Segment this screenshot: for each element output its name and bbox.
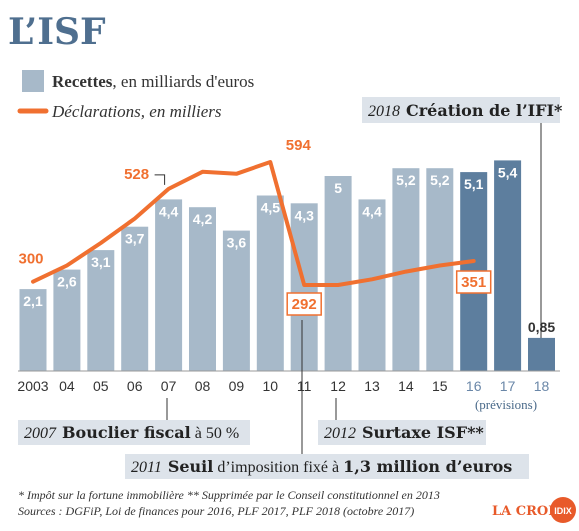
line-value-label-07-pointer (154, 174, 166, 185)
bar-06 (121, 226, 149, 371)
annotation-bouclier-box (18, 420, 250, 445)
x-tick-07: 07 (161, 378, 177, 394)
annotation-surtaxe: 2012 Surtaxe ISF** (318, 398, 486, 445)
annotation-bouclier-rest: à 50 % (191, 425, 239, 442)
bar-value-label-15: 5,2 (430, 172, 450, 188)
bar-11 (290, 203, 318, 371)
annotation-seuil-bold2: 1,3 million d’euros (343, 457, 512, 476)
x-axis-ticks: 2003 04 05 06 07 08 09 10 11 12 13 14 15 16 17 18 (17, 378, 549, 394)
annotation-ifi-text: 2018 Création de l’IFI* (368, 101, 563, 120)
bar-13 (358, 199, 386, 371)
bar-05 (87, 250, 115, 371)
bar-value-label-04: 2,6 (57, 274, 77, 290)
logo-badge-icon (550, 497, 576, 523)
legend-bars-bold: Recettes (52, 72, 113, 91)
bar-value-label-16: 5,1 (464, 176, 484, 192)
line-value-label-16-box (455, 270, 492, 294)
bar-value-label-05: 3,1 (91, 254, 111, 270)
bar-value-label-13: 4,4 (362, 203, 382, 219)
annotation-ifi-box (362, 97, 560, 123)
bar-value-label-09: 3,6 (227, 235, 247, 251)
x-tick-18: 18 (534, 378, 550, 394)
bar-value-label-10: 4,5 (261, 200, 281, 216)
legend-bars-rest: , en milliards d'euros (112, 72, 254, 91)
x-tick-16: 16 (466, 378, 482, 394)
x-tick-2003: 2003 (17, 378, 48, 394)
annotation-seuil-text: 2011 Seuil d’imposition fixé à 1,3 millio… (131, 457, 512, 476)
annotation-seuil-mid: d’imposition fixé à (213, 459, 343, 476)
bar-value-label-2003: 2,1 (23, 293, 43, 309)
bar-value-label-18: 0,85 (528, 319, 555, 335)
bar-value-label-06: 3,7 (125, 231, 145, 247)
x-tick-05: 05 (93, 378, 109, 394)
annotation-surtaxe-bold: Surtaxe ISF** (362, 423, 484, 442)
projection-note: (prévisions) (475, 397, 537, 412)
x-tick-12: 12 (330, 378, 346, 394)
annotation-seuil-year: 2011 (131, 459, 162, 476)
line-value-label-11: 292 (292, 296, 317, 313)
legend: Recettes, en milliards d'euros Déclarati… (17, 70, 254, 121)
line-value-label-10: 594 (286, 137, 312, 154)
bar-value-label-12: 5 (334, 180, 342, 196)
x-tick-15: 15 (432, 378, 448, 394)
bar-17 (494, 160, 522, 371)
x-tick-09: 09 (229, 378, 245, 394)
line-group: 300 528 594 292 351 (18, 137, 492, 316)
x-tick-11: 11 (297, 378, 312, 394)
bar-2003 (19, 289, 47, 371)
footnote-line1: * Impôt sur la fortune immobilière ** Su… (18, 488, 440, 502)
footnote-line2: Sources : DGFiP, Loi de finances pour 20… (18, 504, 414, 518)
bar-07 (155, 199, 183, 371)
line-value-label-07: 528 (124, 166, 149, 183)
bar-08 (189, 207, 216, 371)
line-value-label-2003: 300 (18, 251, 43, 268)
bar-value-label-08: 4,2 (193, 211, 213, 227)
bar-value-label-07: 4,4 (159, 203, 179, 219)
bars-group: 2,1 2,6 3,1 3,7 4,4 4,2 3,6 4,5 4,3 5 4,4 5,2 5,2 5,1… (19, 160, 555, 371)
annotation-seuil-bold1: Seuil (168, 457, 214, 476)
bar-04 (53, 269, 81, 371)
line-value-label-16: 351 (461, 274, 486, 291)
bar-10 (256, 195, 284, 371)
x-tick-04: 04 (59, 378, 75, 394)
x-tick-14: 14 (398, 378, 414, 394)
bar-18 (528, 337, 555, 371)
annotation-ifi-year: 2018 (368, 103, 400, 120)
bar-15 (426, 168, 454, 371)
annotation-seuil-box (125, 454, 529, 479)
legend-bars-swatch (22, 70, 44, 92)
bar-12 (324, 176, 352, 371)
legend-line-label: Déclarations, en milliers (51, 102, 222, 121)
annotation-bouclier: 2007 Bouclier fiscal à 50 % (18, 398, 250, 445)
annotation-bouclier-text: 2007 Bouclier fiscal à 50 % (24, 423, 239, 442)
x-tick-06: 06 (127, 378, 143, 394)
annotation-bouclier-year: 2007 (24, 425, 57, 442)
bar-value-label-17: 5,4 (498, 164, 518, 180)
annotation-surtaxe-box (318, 420, 486, 445)
annotation-surtaxe-text: 2012 Surtaxe ISF** (324, 423, 484, 442)
annotation-seuil: 2011 Seuil d’imposition fixé à 1,3 millio… (125, 320, 529, 479)
chart-title: L’ISF (8, 11, 106, 53)
x-tick-17: 17 (500, 378, 516, 394)
la-croix-logo: LA CROIX IDIX (492, 497, 576, 523)
x-tick-13: 13 (364, 378, 380, 394)
logo-badge-text: IDIX (554, 506, 572, 516)
declarations-line (31, 160, 476, 287)
bar-09 (222, 230, 250, 371)
annotation-ifi-label: Création de l’IFI* (406, 101, 563, 120)
logo-text: LA CROIX (492, 504, 565, 519)
line-value-label-11-box (286, 292, 322, 316)
bar-value-label-14: 5,2 (396, 172, 416, 188)
annotation-surtaxe-year: 2012 (324, 425, 356, 442)
bar-value-label-11: 4,3 (294, 207, 314, 223)
x-tick-10: 10 (263, 378, 279, 394)
x-tick-08: 08 (195, 378, 211, 394)
annotation-bouclier-bold: Bouclier fiscal (62, 423, 191, 442)
legend-bars-label: Recettes, en milliards d'euros (52, 72, 254, 91)
annotation-ifi: 2018 Création de l’IFI* (362, 97, 563, 342)
